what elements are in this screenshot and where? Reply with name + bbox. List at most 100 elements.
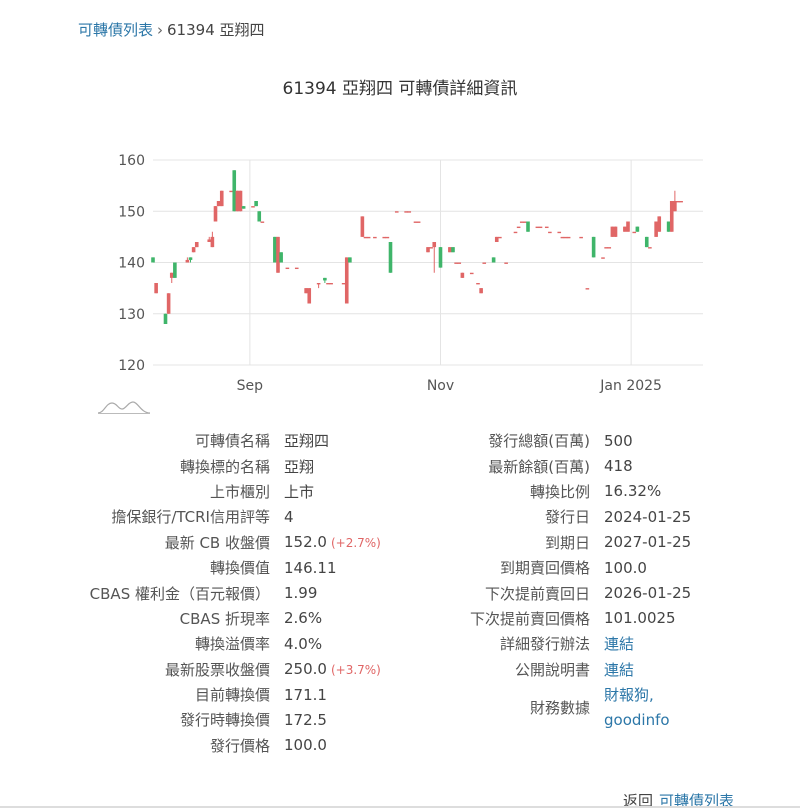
info-value-text: 172.5 — [284, 710, 327, 729]
candle-body — [669, 201, 674, 232]
candle — [626, 221, 630, 232]
candle-body — [626, 221, 630, 232]
info-value: 2026-01-25 — [604, 584, 774, 602]
candle — [426, 247, 430, 253]
info-value: 4 — [284, 508, 464, 526]
info-value: 152.0 (+2.7%) — [284, 533, 464, 551]
candle — [257, 211, 262, 222]
candle — [194, 242, 199, 248]
info-label: 擔保銀行/TCRI信用評等 — [111, 508, 270, 527]
info-value: 財報狗, goodinfo — [604, 683, 774, 733]
info-row: CBAS 折現率 2.6% — [0, 606, 464, 631]
candle-body — [413, 221, 418, 223]
candle-body — [454, 262, 458, 264]
breadcrumb-link-cb-list[interactable]: 可轉債列表 — [78, 21, 154, 39]
candle-body — [219, 190, 224, 207]
back-to-cb-list-link[interactable]: 可轉債列表 — [658, 792, 734, 810]
candle-body — [229, 190, 233, 193]
info-label: 發行日 — [544, 508, 590, 527]
info-row: 財務數據 財報狗, goodinfo — [420, 682, 774, 734]
info-link[interactable]: goodinfo — [604, 710, 670, 729]
candle-body — [666, 221, 671, 232]
candle — [251, 206, 255, 208]
candle-body — [591, 236, 596, 258]
candle-body — [432, 242, 437, 248]
candle-body — [607, 247, 612, 249]
candle — [460, 272, 465, 278]
candle-body — [457, 262, 462, 264]
candle-body — [285, 267, 290, 270]
candle — [235, 190, 240, 212]
info-label: 詳細發行辦法 — [499, 635, 590, 654]
candle — [173, 262, 177, 278]
candle-body — [260, 221, 265, 223]
candle — [557, 231, 562, 234]
info-value-text: 4.0% — [284, 634, 323, 653]
range-navigator-icon[interactable] — [96, 398, 154, 416]
info-value-text: 4 — [284, 507, 294, 526]
candle — [494, 236, 499, 242]
candle-body — [548, 231, 552, 234]
info-link[interactable]: 連結 — [604, 635, 635, 654]
candle — [185, 257, 190, 263]
candle — [260, 221, 265, 223]
candle — [679, 201, 683, 203]
info-label: 發行時轉換價 — [179, 711, 270, 730]
candle — [154, 283, 158, 294]
candle-body — [601, 257, 605, 259]
candle — [169, 272, 174, 283]
candle — [188, 257, 193, 263]
candle-body — [382, 236, 387, 239]
info-label: 財務數據 — [529, 699, 590, 718]
info-row: 到期日 2027-01-25 — [420, 530, 774, 555]
candle — [548, 231, 552, 234]
candle — [294, 267, 299, 270]
candle-body — [469, 272, 474, 275]
candle — [579, 236, 583, 239]
candle-body — [585, 288, 590, 290]
info-link[interactable]: 連結 — [604, 660, 635, 679]
candle-body — [373, 236, 377, 239]
candle — [207, 236, 212, 242]
candle-body — [329, 283, 333, 285]
candle — [241, 206, 246, 209]
candle-body — [235, 190, 240, 212]
info-row: 可轉債名稱 亞翔四 — [0, 428, 464, 453]
candle — [523, 221, 527, 223]
y-tick-label: 150 — [118, 204, 145, 220]
candle — [607, 247, 612, 249]
candle — [382, 236, 387, 239]
candle-body — [348, 257, 352, 263]
candle-body — [604, 247, 608, 249]
x-tick-label: Sep — [237, 378, 264, 394]
candle-body — [251, 206, 255, 208]
candle — [166, 293, 171, 314]
candle-body — [188, 257, 193, 260]
candlestick-chart[interactable]: 120 130 140 150 160 Sep Nov Jan 2025 — [0, 140, 800, 400]
price-change: (+3.7%) — [330, 663, 381, 678]
candle — [210, 231, 215, 248]
candle-body — [513, 231, 518, 234]
candle — [673, 190, 677, 212]
candle-body — [273, 236, 277, 263]
info-link[interactable]: 財報狗, — [604, 685, 654, 704]
candle — [623, 226, 627, 232]
candle — [479, 288, 483, 294]
candle — [585, 288, 590, 290]
candle-body — [460, 272, 465, 278]
candle-body — [610, 226, 615, 237]
candle-body — [241, 206, 246, 209]
candle-body — [535, 226, 540, 229]
candle-body — [341, 283, 346, 285]
y-tick-label: 130 — [118, 307, 145, 323]
info-label: 最新股票收盤價 — [164, 660, 270, 679]
candle — [454, 262, 458, 264]
info-value: 100.0 — [604, 559, 774, 577]
candle — [285, 267, 290, 270]
candle-body — [366, 236, 371, 239]
x-tick-label: Jan 2025 — [599, 378, 662, 394]
candle-body — [166, 293, 171, 314]
info-value: 101.0025 — [604, 609, 774, 627]
candle — [373, 236, 377, 239]
info-row: 發行總額(百萬) 500 — [420, 428, 774, 453]
